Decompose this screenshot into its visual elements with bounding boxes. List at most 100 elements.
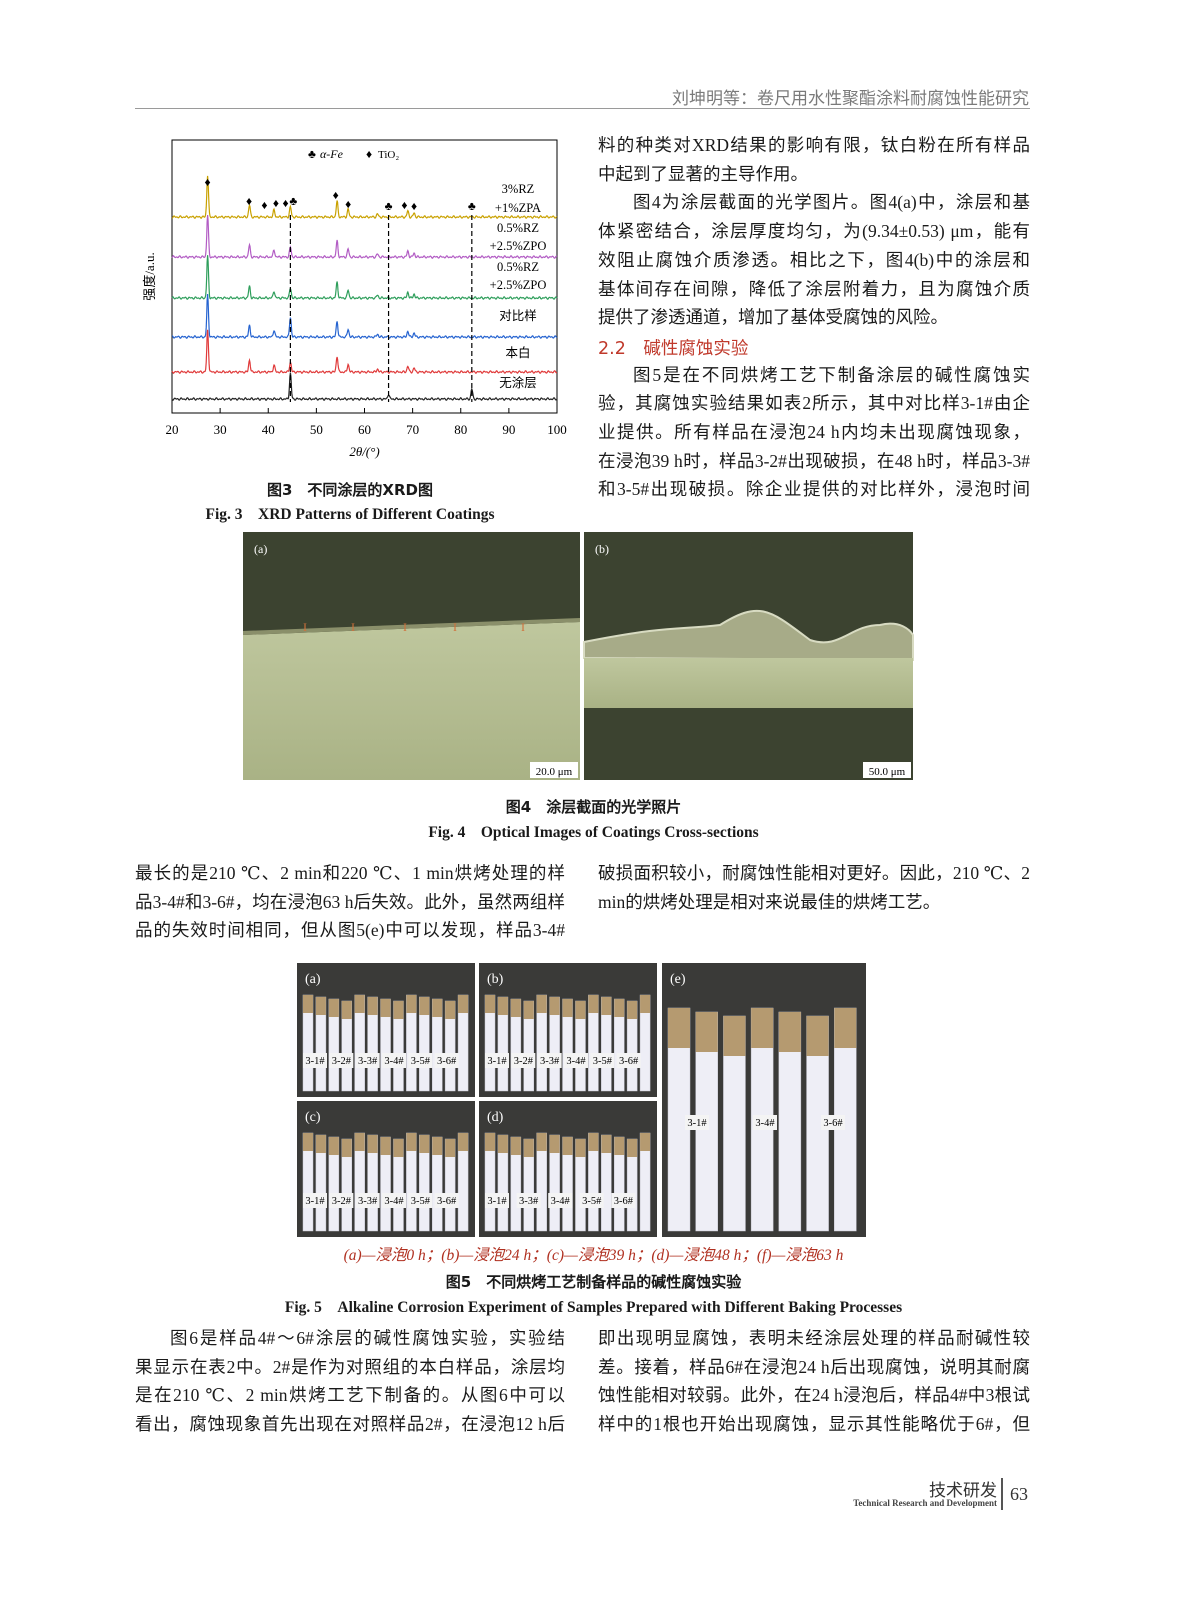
sample-label-box bbox=[485, 1193, 509, 1208]
tube-cap bbox=[315, 1135, 326, 1153]
peak-marker: ♣ bbox=[468, 199, 476, 213]
sample-label: 3-5# bbox=[411, 1196, 431, 1207]
sample-label-box bbox=[382, 1053, 406, 1068]
tube-cap bbox=[406, 995, 417, 1013]
xrd-trace bbox=[171, 175, 558, 220]
xrd-trace bbox=[171, 372, 558, 401]
text-line: 图5是在不同烘烤工艺下制备涂层的碱性腐蚀实 bbox=[633, 364, 1030, 385]
tube-cap bbox=[510, 1137, 521, 1155]
panel-label: (e) bbox=[670, 972, 686, 987]
thickness-marker: I bbox=[453, 620, 457, 634]
sample-label: 3-4# bbox=[566, 1056, 586, 1067]
thickness-marker: I bbox=[351, 620, 355, 634]
sample-label: 3-6# bbox=[437, 1196, 457, 1207]
text-line: 验，其腐蚀实验结果如表2所示，其中对比样3-1#由企 bbox=[598, 393, 1030, 414]
tube-cap bbox=[575, 1001, 586, 1019]
page-number: 63 bbox=[1010, 1484, 1028, 1504]
figure-caption-en: Fig. 4 Optical Images of Coatings Cross-… bbox=[428, 824, 759, 841]
sample-label-box bbox=[753, 1115, 777, 1130]
sample-label: 3-5# bbox=[582, 1196, 602, 1207]
peak-marker: ♦ bbox=[261, 198, 267, 212]
tube-cap bbox=[751, 1008, 774, 1048]
tube-cap bbox=[393, 1001, 404, 1019]
sample-label-box bbox=[616, 1053, 641, 1068]
trace-label: 本白 bbox=[505, 345, 530, 360]
sample-label-box bbox=[303, 1053, 327, 1068]
tube-cap bbox=[523, 1139, 534, 1157]
scale-bar-label: 50.0 μm bbox=[869, 766, 906, 778]
tube-cap bbox=[419, 1135, 430, 1153]
peak-marker: ♣ bbox=[289, 194, 297, 208]
peak-marker: ♦ bbox=[283, 196, 289, 210]
sample-label-box bbox=[564, 1053, 588, 1068]
tube-cap bbox=[367, 997, 378, 1015]
text-line: 体紧密结合，涂层厚度均匀，为(9.34±0.53) μm，能有 bbox=[598, 221, 1030, 242]
sample-label: 3-6# bbox=[823, 1118, 843, 1129]
panel-label: (a) bbox=[305, 972, 321, 987]
text-line: 基体间存在间隙，降低了涂层附着力，且为腐蚀介质 bbox=[598, 278, 1030, 299]
xrd-trace bbox=[171, 255, 558, 300]
peak-marker: ♦ bbox=[345, 197, 351, 211]
tube-cap bbox=[536, 995, 547, 1013]
tube-cap bbox=[485, 1133, 495, 1151]
optical-figure: I I I I I (a) 20.0 μm (b) 50.0 μm bbox=[243, 532, 914, 780]
sample-label-box bbox=[329, 1053, 354, 1068]
tube-cap bbox=[485, 995, 495, 1013]
panel-label: (d) bbox=[487, 1110, 504, 1125]
legend-symbol: ♣ bbox=[308, 147, 316, 161]
footer-section-cn: 技术研发 bbox=[929, 1481, 997, 1501]
substrate bbox=[243, 622, 580, 780]
sample-label: 3-3# bbox=[358, 1056, 378, 1067]
scale-bar-box bbox=[863, 762, 911, 778]
sample-label-box bbox=[511, 1053, 536, 1068]
sample-label-box bbox=[548, 1193, 573, 1208]
tube-cap bbox=[562, 999, 573, 1017]
sample-label: 3-2# bbox=[514, 1056, 534, 1067]
corrosion-figure: (a) 3-1# 3-2# 3-3# 3-4# 3-5# 3-6# (b) 3-1# 3-2# 3-… bbox=[297, 963, 866, 1237]
xrd-figure: 20 30 40 50 60 70 80 90 100 2θ/(°) 强度/a.u. ♣ α-Fe ♦ Ti… bbox=[142, 139, 567, 459]
y-axis-label: 强度/a.u. bbox=[142, 252, 157, 300]
scale-bar-label: 20.0 μm bbox=[536, 766, 573, 778]
sample-label: 3-6# bbox=[619, 1056, 639, 1067]
panel-label: (c) bbox=[305, 1110, 321, 1125]
peak-marker: ♦ bbox=[205, 175, 211, 189]
tube-cap bbox=[695, 1012, 718, 1052]
figure-subcaption: (a)—浸泡0 h；(b)—浸泡24 h；(c)—浸泡39 h；(d)—浸泡48… bbox=[343, 1247, 844, 1264]
footer-section-en: Technical Research and Development bbox=[853, 1498, 997, 1508]
figure-caption-cn: 图3 不同涂层的XRD图 bbox=[266, 481, 433, 499]
sample-label: 3-3# bbox=[519, 1196, 539, 1207]
sample-label-box bbox=[590, 1053, 615, 1068]
trace-label: +2.5%ZPO bbox=[490, 278, 547, 292]
x-tick-label: 50 bbox=[310, 422, 323, 437]
tube-cap bbox=[601, 997, 612, 1015]
sample-label-box bbox=[408, 1053, 433, 1068]
text-line: 样中的1根也开始出现腐蚀，显示其性能略优于6#，但 bbox=[598, 1414, 1030, 1435]
text-line: 即出现明显腐蚀，表明未经涂层处理的样品耐碱性较 bbox=[598, 1328, 1030, 1348]
figure-caption-cn: 图5 不同烘烤工艺制备样品的碱性腐蚀实验 bbox=[445, 1273, 742, 1291]
text-line: 破损面积较小，耐腐蚀性能相对更好。因此，210 ℃、2 bbox=[598, 863, 1030, 883]
tube-cap bbox=[834, 1008, 857, 1048]
text-line: min的烘烤处理是相对来说最佳的烘烤工艺。 bbox=[598, 891, 941, 912]
tube-cap bbox=[445, 1139, 456, 1157]
tube-cap bbox=[380, 1137, 391, 1155]
tube-cap bbox=[640, 1133, 651, 1151]
text-line: 是在210 ℃、2 min烘烤工艺下制备的。从图6中可以 bbox=[135, 1385, 565, 1406]
text-line: 在浸泡39 h时，样品3-2#出现破损，在48 h时，样品3-3# bbox=[598, 450, 1030, 471]
peak-marker: ♦ bbox=[333, 188, 339, 202]
x-tick-label: 20 bbox=[166, 422, 179, 437]
sample-label: 3-1# bbox=[487, 1056, 507, 1067]
sample-label-box bbox=[537, 1053, 562, 1068]
running-title: 刘坤明等：卷尺用水性聚酯涂料耐腐蚀性能研究 bbox=[672, 89, 1029, 109]
sample-label: 3-4# bbox=[384, 1056, 404, 1067]
sample-label: 3-1# bbox=[305, 1056, 325, 1067]
scale-bar-box bbox=[530, 762, 578, 778]
legend-label: α-Fe bbox=[320, 147, 344, 161]
text-line: 提供了渗透通道，增加了基体受腐蚀的风险。 bbox=[598, 307, 948, 328]
sample-label: 3-3# bbox=[358, 1196, 378, 1207]
trace-label: 对比样 bbox=[499, 308, 537, 323]
text-line: 品的失效时间相同，但从图5(e)中可以发现，样品3-4# bbox=[135, 920, 565, 941]
text-line: 品3-4#和3-6#，均在浸泡63 h后失效。此外，虽然两组样 bbox=[135, 891, 565, 912]
trace-label: 0.5%RZ bbox=[497, 260, 539, 274]
sample-label: 3-4# bbox=[384, 1196, 404, 1207]
